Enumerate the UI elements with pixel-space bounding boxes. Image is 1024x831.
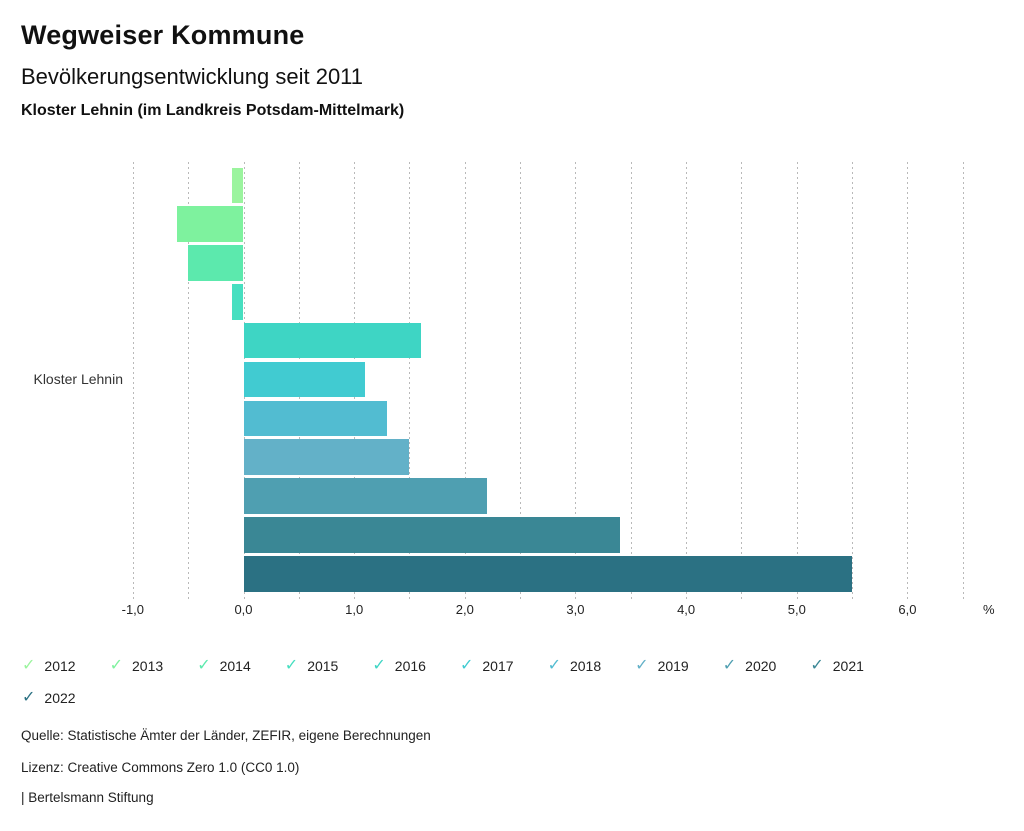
grid-line bbox=[907, 162, 909, 600]
checkmark-icon: ✓ bbox=[109, 657, 123, 674]
x-tick-label: 5,0 bbox=[787, 602, 806, 617]
legend-item-2017[interactable]: ✓ 2017 bbox=[460, 650, 548, 682]
legend-item-2012[interactable]: ✓ 2012 bbox=[22, 650, 110, 682]
license-line: Lizenz: Creative Commons Zero 1.0 (CC0 1… bbox=[21, 760, 300, 775]
checkmark-icon: ✓ bbox=[284, 657, 299, 674]
x-tick-label: -1,0 bbox=[121, 602, 145, 617]
legend-year-label: 2020 bbox=[745, 658, 777, 674]
x-tick-label: 3,0 bbox=[566, 602, 585, 617]
bar-2016[interactable] bbox=[243, 322, 421, 359]
bar-2013[interactable] bbox=[177, 206, 244, 242]
x-tick-label: 1,0 bbox=[345, 602, 364, 617]
legend-item-2022[interactable]: ✓ 2022 bbox=[22, 682, 110, 714]
legend-item-2014[interactable]: ✓ 2014 bbox=[197, 650, 285, 682]
bar-2012[interactable] bbox=[232, 167, 244, 203]
x-tick-label: 4,0 bbox=[677, 602, 696, 617]
grid-line bbox=[796, 162, 798, 600]
grid-line bbox=[188, 162, 190, 600]
legend-item-2020[interactable]: ✓ 2020 bbox=[723, 650, 811, 682]
grid-line bbox=[852, 162, 854, 600]
grid-line bbox=[409, 162, 411, 600]
grid-line bbox=[686, 162, 688, 600]
legend-year-label: 2012 bbox=[44, 658, 76, 674]
grid-line bbox=[132, 162, 134, 600]
category-label: Kloster Lehnin bbox=[33, 371, 123, 387]
legend-year-label: 2021 bbox=[832, 658, 864, 674]
axis-unit-label: % bbox=[983, 602, 995, 617]
checkmark-icon: ✓ bbox=[635, 657, 649, 674]
legend-year-label: 2017 bbox=[482, 658, 514, 674]
grid-line bbox=[741, 162, 743, 600]
x-tick-label: 6,0 bbox=[898, 602, 917, 617]
bar-2014[interactable] bbox=[188, 245, 244, 281]
x-tick-label: 2,0 bbox=[455, 602, 474, 617]
grid-line bbox=[630, 162, 632, 600]
bar-2020[interactable] bbox=[243, 478, 487, 514]
checkmark-icon: ✓ bbox=[459, 657, 474, 674]
legend-year-label: 2013 bbox=[132, 658, 164, 674]
attribution-line: | Bertelsmann Stiftung bbox=[21, 790, 154, 805]
legend-year-label: 2015 bbox=[307, 658, 339, 674]
legend-item-2013[interactable]: ✓ 2013 bbox=[110, 650, 198, 682]
checkmark-icon: ✓ bbox=[197, 657, 211, 674]
legend-year-label: 2019 bbox=[657, 658, 689, 674]
bar-2015[interactable] bbox=[232, 284, 244, 320]
chart-title: Bevölkerungsentwicklung seit 2011 bbox=[21, 64, 364, 89]
grid-line bbox=[962, 162, 964, 600]
source-line: Quelle: Statistische Ämter der Länder, Z… bbox=[21, 728, 431, 743]
checkmark-icon: ✓ bbox=[372, 657, 386, 674]
chart-region-subtitle: Kloster Lehnin (im Landkreis Potsdam-Mit… bbox=[21, 102, 405, 119]
checkmark-icon: ✓ bbox=[722, 657, 737, 674]
legend-item-2016[interactable]: ✓ 2016 bbox=[372, 650, 460, 682]
legend-item-2019[interactable]: ✓ 2019 bbox=[635, 650, 723, 682]
page-title: Wegweiser Kommune bbox=[21, 20, 305, 50]
grid-line bbox=[520, 162, 522, 600]
bar-2022[interactable] bbox=[243, 556, 853, 592]
legend-item-2021[interactable]: ✓ 2021 bbox=[810, 650, 898, 682]
grid-line bbox=[464, 162, 466, 600]
bar-2021[interactable] bbox=[243, 517, 620, 553]
legend-item-2018[interactable]: ✓ 2018 bbox=[548, 650, 636, 682]
legend-year-label: 2022 bbox=[44, 690, 76, 706]
chart-legend: ✓ 2012 ✓ 2013 ✓ 2014 ✓ 2015 ✓ 2016 ✓ 2017 ✓ 2018 ✓ 2019… bbox=[22, 650, 942, 714]
legend-year-label: 2016 bbox=[394, 658, 426, 674]
legend-year-label: 2014 bbox=[219, 658, 251, 674]
grid-line bbox=[575, 162, 577, 600]
checkmark-icon: ✓ bbox=[547, 657, 561, 674]
checkmark-icon: ✓ bbox=[22, 657, 36, 674]
bar-2018[interactable] bbox=[243, 400, 388, 437]
bar-2019[interactable] bbox=[243, 439, 410, 475]
x-tick-label: 0,0 bbox=[234, 602, 253, 617]
bar-2017[interactable] bbox=[243, 361, 366, 398]
legend-item-2015[interactable]: ✓ 2015 bbox=[285, 650, 373, 682]
checkmark-icon: ✓ bbox=[22, 689, 36, 706]
checkmark-icon: ✓ bbox=[810, 657, 824, 674]
legend-year-label: 2018 bbox=[569, 658, 602, 674]
